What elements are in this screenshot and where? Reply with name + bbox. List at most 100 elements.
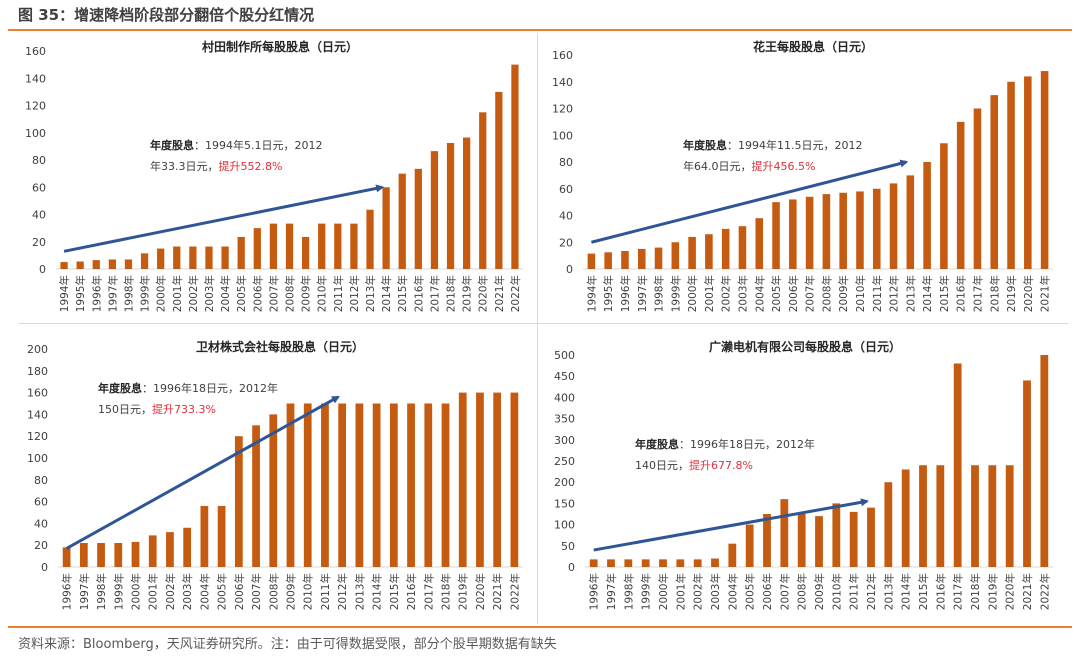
annotation-label: 年度股息 bbox=[635, 438, 679, 451]
bar bbox=[889, 183, 898, 269]
x-tick-label: 2012年 bbox=[336, 573, 349, 610]
bar bbox=[1024, 76, 1032, 270]
bar bbox=[476, 392, 484, 567]
x-tick-label: 2022年 bbox=[509, 275, 522, 312]
bar bbox=[217, 505, 226, 567]
bar bbox=[389, 403, 398, 567]
annotation-murata: 年度股息：1994年5.1日元，2012 年33.3日元，提升552.8% bbox=[150, 135, 322, 177]
vertical-divider bbox=[537, 34, 538, 624]
x-tick-label: 2020年 bbox=[474, 573, 487, 610]
y-tick-label: 120 bbox=[552, 103, 573, 116]
x-tick-label: 2003年 bbox=[736, 275, 749, 312]
bar bbox=[745, 524, 754, 567]
bar bbox=[114, 543, 123, 567]
x-tick-label: 2000年 bbox=[130, 573, 143, 610]
bar bbox=[867, 507, 875, 567]
x-tick-label: 2009年 bbox=[285, 573, 298, 610]
bar bbox=[728, 543, 737, 567]
x-tick-label: 2018年 bbox=[445, 275, 458, 312]
x-tick-label: 2005年 bbox=[744, 573, 757, 610]
chart-kao-plot: 花王每股股息（日元） 0 20 40 60 80 100 120 140 160 1994年 1995… bbox=[552, 39, 1053, 312]
x-tick-label: 2009年 bbox=[300, 275, 313, 312]
y-tick-label: 0 bbox=[568, 561, 575, 574]
x-tick-label: 2017年 bbox=[428, 275, 441, 312]
x-tick-label: 2001年 bbox=[703, 275, 716, 312]
bar bbox=[688, 236, 696, 269]
chart-kao: 花王每股股息（日元） 0 20 40 60 80 100 120 140 160 1994年 1995… bbox=[545, 36, 1065, 321]
x-tick-label: 2008年 bbox=[284, 275, 297, 312]
bar bbox=[671, 242, 680, 269]
x-tick-label: 2003年 bbox=[203, 275, 216, 312]
bar bbox=[780, 499, 789, 567]
y-tick-label: 500 bbox=[554, 349, 575, 362]
bar bbox=[334, 223, 342, 269]
bar bbox=[789, 199, 797, 269]
bar bbox=[884, 482, 893, 567]
bar bbox=[763, 514, 771, 567]
annotation-text: 140日元， bbox=[635, 459, 689, 472]
bar bbox=[772, 202, 780, 269]
x-tick-label: 2006年 bbox=[251, 275, 264, 312]
y-tick-label: 20 bbox=[34, 539, 48, 552]
bar bbox=[919, 465, 927, 567]
x-tick-label: 1997年 bbox=[636, 275, 649, 312]
trend-arrow bbox=[63, 184, 385, 253]
x-tick-label: 2004年 bbox=[219, 275, 232, 312]
annotation-eisai: 年度股息：1996年18日元，2012年 150日元，提升733.3% bbox=[98, 378, 278, 420]
bar bbox=[60, 262, 68, 269]
y-tick-label: 0 bbox=[39, 263, 46, 276]
x-tick-label: 1998年 bbox=[622, 573, 635, 610]
annotation-label: 年度股息 bbox=[98, 382, 142, 395]
bar bbox=[338, 403, 347, 567]
bar bbox=[1007, 81, 1015, 269]
x-tick-label: 2019年 bbox=[457, 573, 470, 610]
bar bbox=[200, 505, 209, 567]
y-tick-label: 60 bbox=[559, 183, 573, 196]
x-tick-label: 2021年 bbox=[493, 275, 506, 312]
bar bbox=[755, 218, 764, 269]
x-tick-label: 2006年 bbox=[787, 275, 800, 312]
x-tick-label: 2017年 bbox=[971, 275, 984, 312]
bar bbox=[79, 543, 88, 567]
x-tick-label: 2003年 bbox=[181, 573, 194, 610]
bar bbox=[721, 228, 730, 269]
bar bbox=[424, 403, 433, 567]
annotation-label: 年度股息 bbox=[150, 139, 194, 152]
y-tick-label: 200 bbox=[554, 476, 575, 489]
bar bbox=[738, 226, 747, 269]
bar bbox=[990, 95, 999, 269]
x-tick-label: 1999年 bbox=[139, 275, 152, 312]
x-tick-label: 2020年 bbox=[1004, 573, 1017, 610]
x-tick-label: 2001年 bbox=[674, 573, 687, 610]
bar bbox=[973, 108, 982, 269]
x-tick-label: 2010年 bbox=[830, 573, 843, 610]
x-tick-label: 2014年 bbox=[380, 275, 393, 312]
x-tick-label: 2006年 bbox=[761, 573, 774, 610]
bar bbox=[286, 403, 295, 567]
figure-title: 图 35：增速降档阶段部分翻倍个股分红情况 bbox=[18, 6, 315, 24]
annotation-highlight: 提升677.8% bbox=[689, 459, 753, 472]
bar bbox=[205, 246, 213, 269]
bar bbox=[318, 223, 326, 269]
y-tick-label: 80 bbox=[32, 154, 46, 167]
bar bbox=[832, 503, 841, 567]
bar bbox=[166, 532, 174, 567]
x-tick-label: 2011年 bbox=[871, 275, 884, 312]
x-tick-label: 2008年 bbox=[796, 573, 809, 610]
x-tick-label: 1996年 bbox=[61, 573, 74, 610]
x-tick-label: 2004年 bbox=[726, 573, 739, 610]
annotation-highlight: 提升733.3% bbox=[152, 403, 216, 416]
bar bbox=[458, 392, 467, 567]
x-tick-label: 2000年 bbox=[155, 275, 168, 312]
bar bbox=[641, 559, 650, 567]
x-tick-label: 2019年 bbox=[1005, 275, 1018, 312]
bar bbox=[183, 527, 192, 567]
bar bbox=[131, 541, 140, 567]
x-tick-label: 1999年 bbox=[112, 573, 125, 610]
bar bbox=[301, 236, 310, 269]
bar bbox=[872, 188, 881, 269]
y-tick-label: 20 bbox=[32, 236, 46, 249]
x-tick-label: 1999年 bbox=[669, 275, 682, 312]
x-tick-label: 2013年 bbox=[353, 573, 366, 610]
y-tick-label: 250 bbox=[554, 455, 575, 468]
